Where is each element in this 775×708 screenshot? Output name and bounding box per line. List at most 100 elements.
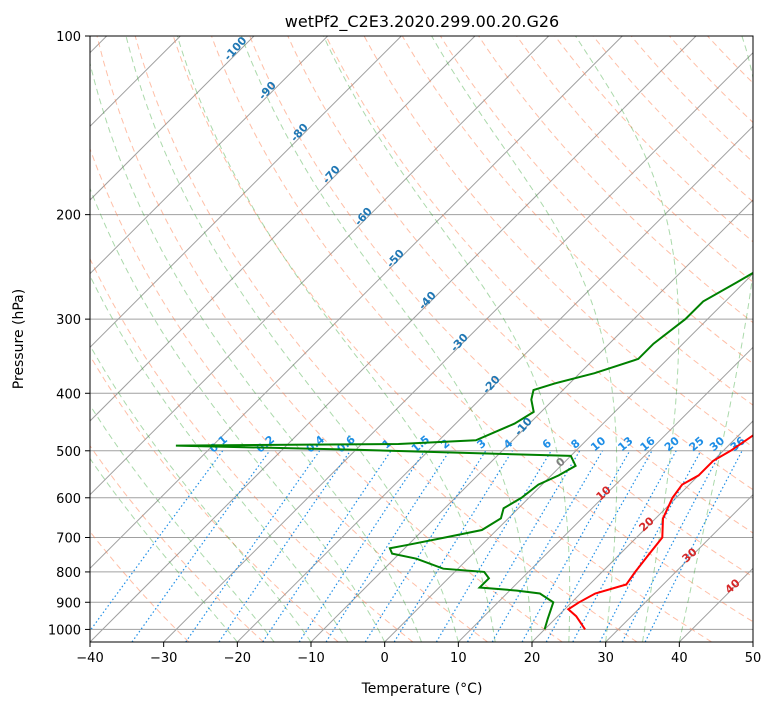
x-tick-label: 30 [597, 651, 614, 666]
moist-adiabat-line [431, 36, 618, 642]
moist-adiabat-label: 0 [553, 455, 568, 470]
dry-adiabat-line [90, 530, 190, 642]
dry-adiabat-line [249, 36, 753, 578]
x-tick-label: 0 [381, 651, 389, 666]
moist-adiabat-line [125, 36, 459, 642]
moist-adiabat-line [90, 404, 275, 642]
dry-adiabat-label: -100 [221, 34, 249, 63]
moist-adiabat-line [176, 36, 496, 642]
moist-adiabat-line [678, 36, 753, 642]
moist-adiabat-line [90, 61, 422, 642]
isotherm-gridline [310, 199, 753, 642]
y-tick-label: 700 [56, 532, 81, 547]
mixing-ratio-line [185, 450, 321, 642]
dry-adiabat-line [172, 36, 712, 642]
y-tick-label: 100 [56, 30, 81, 45]
x-tick-label: 10 [450, 651, 467, 666]
x-tick-label: 40 [671, 651, 688, 666]
y-tick-label: 1000 [48, 623, 81, 638]
mixing-ratio-line [599, 450, 702, 642]
moist-adiabat-line [90, 457, 238, 642]
isotherm-gridline [605, 493, 753, 642]
mixing-ratio-line [572, 450, 677, 642]
isotherm-gridline [236, 125, 753, 642]
moist-adiabat-line [90, 274, 349, 642]
dry-adiabat-line [134, 36, 638, 642]
mixing-ratio-label: 0.1 [207, 433, 230, 455]
mixing-ratio-line [131, 450, 271, 642]
plot-frame [89, 35, 754, 643]
mixing-ratio-line [298, 450, 426, 642]
dry-adiabat-line [90, 257, 414, 642]
x-tick-label: −20 [224, 651, 251, 666]
mixing-ratio-line [325, 450, 451, 642]
temperature-profile-line [566, 434, 753, 630]
isotherm-gridline [90, 36, 550, 496]
dry-adiabat-line [554, 36, 753, 243]
dry-adiabat-label: -50 [384, 247, 407, 271]
dry-adiabat-label: -60 [352, 205, 375, 229]
mixing-ratio-line [218, 450, 351, 642]
mixing-ratio-line [90, 450, 224, 632]
dry-adiabat-label: -40 [416, 289, 439, 313]
moist-adiabat-line [323, 36, 571, 642]
x-axis-label: Temperature (°C) [361, 681, 483, 697]
x-tick-label: −40 [76, 651, 103, 666]
mixing-ratio-line [435, 450, 552, 642]
y-tick-label: 600 [56, 492, 81, 507]
y-tick-label: 800 [56, 566, 81, 581]
isotherm-gridline [90, 36, 623, 570]
dry-adiabat-line [325, 36, 753, 491]
mixing-ratio-line [545, 450, 653, 642]
isotherm-gridline [752, 641, 753, 642]
dry-adiabat-label: -80 [288, 121, 311, 145]
dry-adiabat-line [707, 36, 753, 84]
isotherm-gridline [90, 36, 476, 422]
dry-adiabat-line [287, 36, 753, 534]
dry-adiabat-line [90, 444, 264, 642]
x-tick-label: 20 [524, 651, 541, 666]
x-tick-label: −30 [150, 651, 177, 666]
mixing-ratio-line [262, 450, 392, 642]
moist-adiabat-label: 40 [723, 576, 743, 596]
dry-adiabat-line [478, 36, 753, 324]
mixing-ratio-line [364, 450, 487, 642]
dry-adiabat-line [439, 36, 753, 365]
moist-adiabat-label: 10 [594, 483, 614, 503]
moist-adiabat-label: 20 [637, 514, 657, 534]
chart-title: wetPf2_C2E3.2020.299.00.20.G26 [285, 12, 559, 32]
dry-adiabat-line [96, 36, 563, 642]
x-tick-label: −10 [297, 651, 324, 666]
dry-adiabat-label: -90 [256, 79, 279, 103]
y-tick-label: 500 [56, 445, 81, 460]
x-tick-label: 50 [745, 651, 762, 666]
isotherm-gridline [163, 51, 753, 642]
isotherm-gridline [90, 36, 697, 642]
isotherm-gridline [531, 420, 753, 642]
isotherm-gridline [457, 346, 753, 642]
mixing-ratio-line [644, 450, 743, 642]
dry-adiabat-line [90, 354, 339, 642]
mixing-ratio-line [521, 450, 631, 642]
y-tick-label: 400 [56, 387, 81, 402]
isotherm-gridline [90, 36, 402, 349]
moist-adiabat-line [90, 344, 312, 642]
y-axis-label: Pressure (hPa) [11, 289, 27, 389]
isotherm-gridline [90, 36, 329, 275]
y-tick-label: 200 [56, 209, 81, 224]
dry-adiabat-line [211, 36, 753, 623]
isotherm-gridline [384, 272, 753, 642]
moist-adiabat-line [240, 36, 533, 642]
dry-adiabat-label: -30 [448, 331, 471, 355]
dewpoint-profile-line [175, 271, 753, 630]
mixing-ratio-label: 6 [540, 436, 554, 451]
dry-adiabat-label: -70 [320, 163, 343, 187]
mixing-ratio-label: 2 [438, 437, 452, 452]
y-tick-label: 300 [56, 313, 81, 328]
mixing-ratio-label: 8 [568, 437, 582, 452]
y-tick-label: 900 [56, 596, 81, 611]
isotherm-gridline [90, 36, 255, 201]
dry-adiabat-line [516, 36, 753, 283]
mixing-ratio-line [466, 450, 581, 642]
